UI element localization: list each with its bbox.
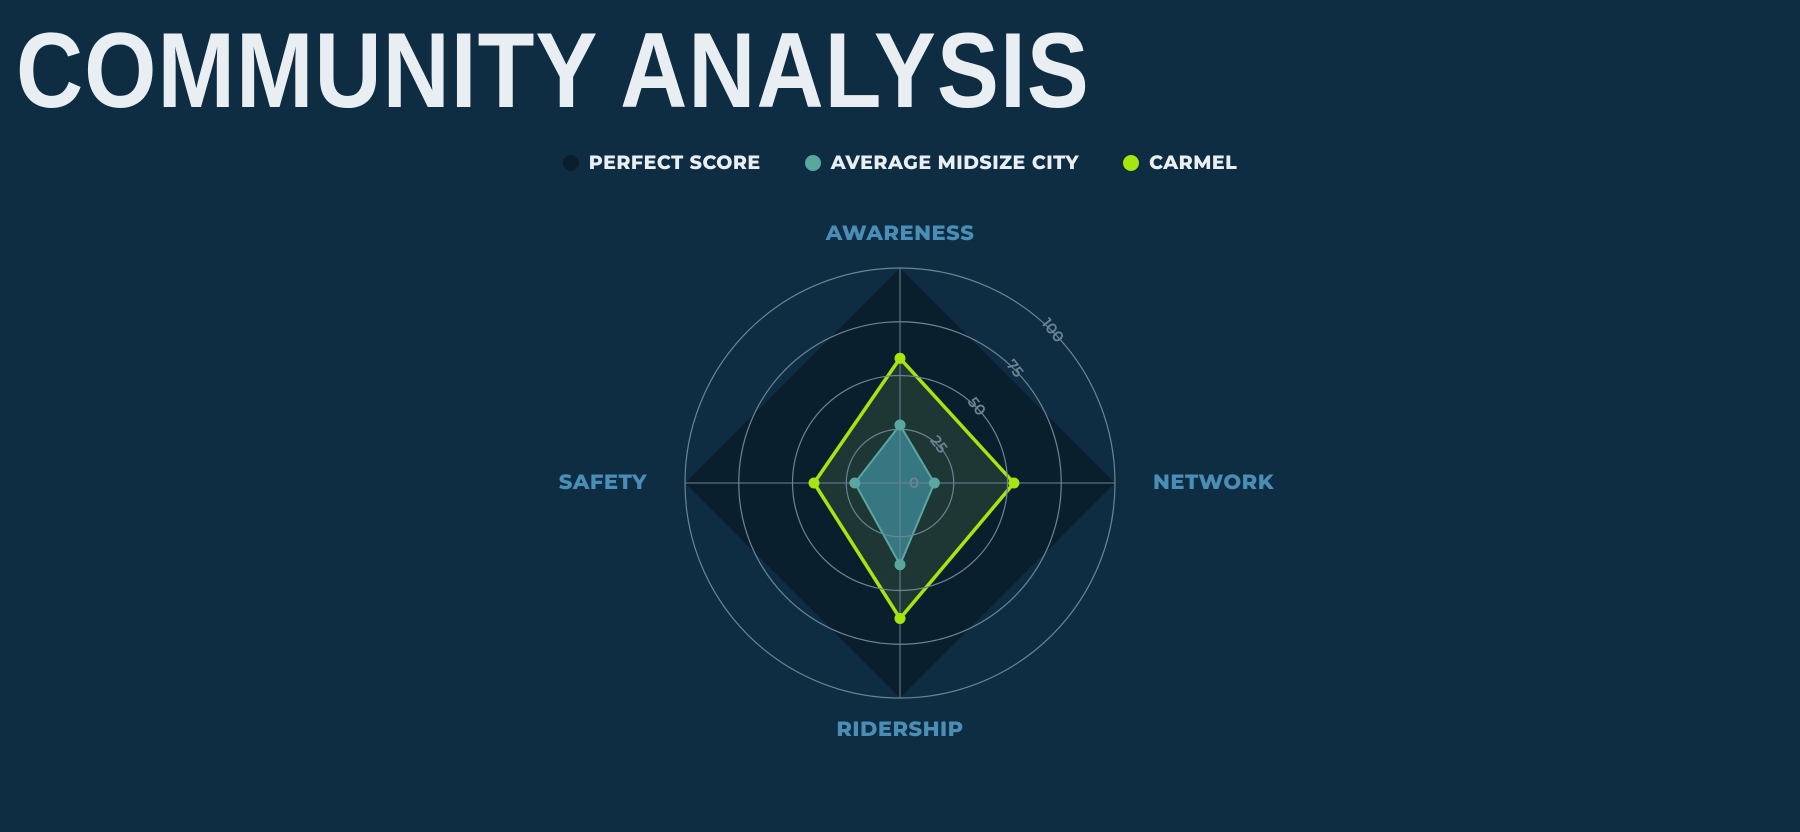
data-point [895,419,906,430]
axis-label-network: NETWORK [1153,470,1275,495]
legend-item-carmel: CARMEL [1123,151,1237,174]
radar-chart-container: 2550751000AWARENESSNETWORKRIDERSHIPSAFET… [0,188,1800,758]
axis-label-safety: SAFETY [559,470,647,495]
data-point [929,478,940,489]
legend-label: PERFECT SCORE [589,151,761,174]
page-title: COMMUNITY ANALYSIS [0,0,1800,132]
legend-swatch [1123,155,1139,171]
legend-swatch [805,155,821,171]
data-point [809,478,820,489]
data-point [895,353,906,364]
ring-label: 100 [1038,314,1069,346]
legend-item-average-midsize-city: AVERAGE MIDSIZE CITY [805,151,1079,174]
ring-label-zero: 0 [909,473,919,492]
data-point [895,559,906,570]
chart-legend: PERFECT SCORE AVERAGE MIDSIZE CITY CARME… [0,151,1800,174]
legend-label: CARMEL [1149,151,1237,174]
legend-swatch [563,155,579,171]
legend-item-perfect-score: PERFECT SCORE [563,151,761,174]
legend-label: AVERAGE MIDSIZE CITY [831,151,1079,174]
data-point [849,478,860,489]
axis-label-awareness: AWARENESS [825,221,975,246]
data-point [1008,478,1019,489]
radar-chart: 2550751000AWARENESSNETWORKRIDERSHIPSAFET… [450,188,1350,758]
data-point [895,613,906,624]
axis-label-ridership: RIDERSHIP [836,717,963,742]
